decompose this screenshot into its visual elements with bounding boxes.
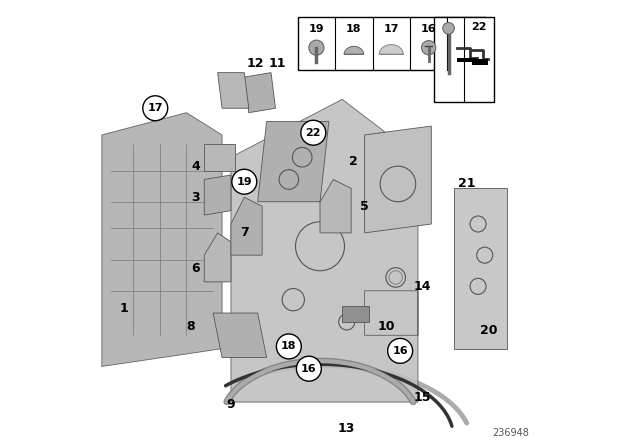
Polygon shape xyxy=(204,144,236,171)
Polygon shape xyxy=(244,73,275,113)
Bar xyxy=(342,306,369,322)
Polygon shape xyxy=(258,121,329,202)
Polygon shape xyxy=(344,46,364,54)
Text: 18: 18 xyxy=(346,24,362,34)
Polygon shape xyxy=(102,113,222,366)
Polygon shape xyxy=(380,45,403,54)
Polygon shape xyxy=(213,313,267,358)
Text: 16: 16 xyxy=(301,364,317,374)
Text: 10: 10 xyxy=(378,320,396,333)
Text: 22: 22 xyxy=(471,22,486,32)
Polygon shape xyxy=(320,180,351,233)
Text: 8: 8 xyxy=(187,320,195,333)
Bar xyxy=(298,17,484,70)
Polygon shape xyxy=(454,188,507,349)
Circle shape xyxy=(143,96,168,121)
Polygon shape xyxy=(231,99,418,402)
Polygon shape xyxy=(472,59,488,65)
Circle shape xyxy=(422,41,436,55)
Polygon shape xyxy=(231,197,262,255)
Bar xyxy=(433,17,493,102)
Text: 9: 9 xyxy=(227,398,236,411)
Text: 16: 16 xyxy=(421,24,436,34)
Text: 19: 19 xyxy=(237,177,252,187)
Text: 21: 21 xyxy=(458,177,476,190)
Polygon shape xyxy=(457,58,477,62)
Text: 236948: 236948 xyxy=(492,428,529,438)
Circle shape xyxy=(443,22,454,34)
Text: 6: 6 xyxy=(191,262,200,275)
Circle shape xyxy=(309,40,324,55)
Text: 17: 17 xyxy=(383,24,399,34)
Circle shape xyxy=(276,334,301,359)
Text: 3: 3 xyxy=(191,191,200,204)
Polygon shape xyxy=(218,73,249,108)
Circle shape xyxy=(296,356,321,381)
Text: 12: 12 xyxy=(246,57,264,70)
Text: 4: 4 xyxy=(191,159,200,172)
Text: 22: 22 xyxy=(305,128,321,138)
Polygon shape xyxy=(204,233,231,282)
Text: 17: 17 xyxy=(147,103,163,113)
Text: 11: 11 xyxy=(269,57,287,70)
Text: 16: 16 xyxy=(392,346,408,356)
Polygon shape xyxy=(365,126,431,233)
Polygon shape xyxy=(204,175,231,215)
Circle shape xyxy=(301,120,326,145)
Text: 13: 13 xyxy=(338,422,355,435)
Text: 7: 7 xyxy=(240,226,249,239)
Text: 18: 18 xyxy=(281,341,296,351)
Text: 2: 2 xyxy=(349,155,358,168)
Text: 15: 15 xyxy=(413,391,431,404)
Text: 19: 19 xyxy=(308,24,324,34)
Text: 1: 1 xyxy=(120,302,129,315)
Circle shape xyxy=(232,169,257,194)
Text: 5: 5 xyxy=(360,200,369,213)
Text: 14: 14 xyxy=(413,280,431,293)
Circle shape xyxy=(388,338,413,363)
Text: 20: 20 xyxy=(481,324,498,337)
